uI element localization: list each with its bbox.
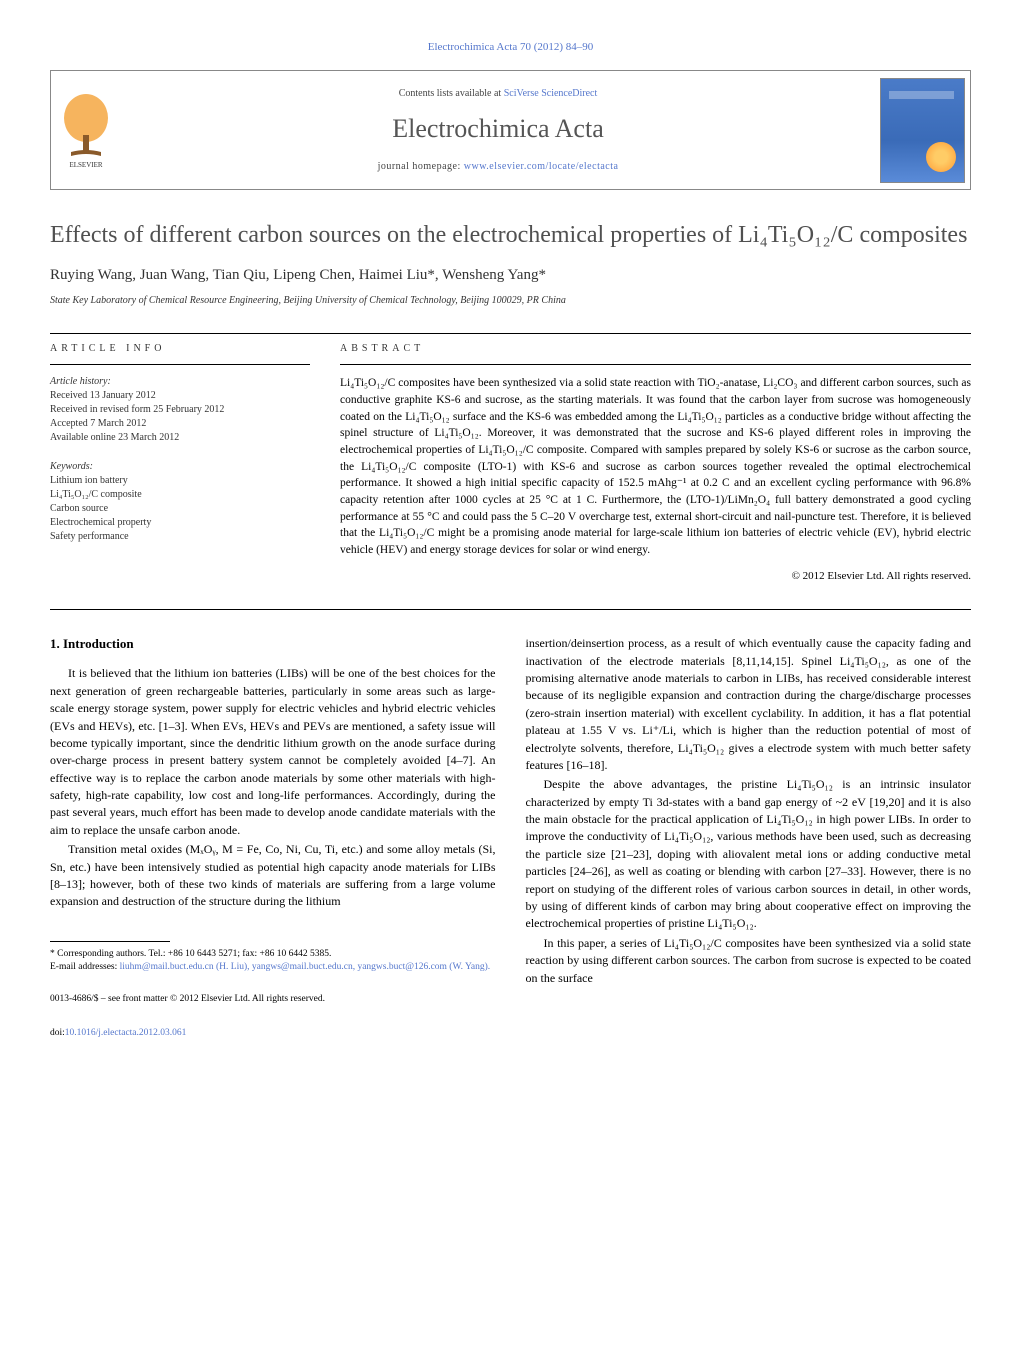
history-item: Available online 23 March 2012 xyxy=(50,431,310,445)
doi-link[interactable]: 10.1016/j.electacta.2012.03.061 xyxy=(65,1028,187,1038)
email-footnote: E-mail addresses: liuhm@mail.buct.edu.cn… xyxy=(50,961,496,974)
body-paragraph: Transition metal oxides (MₓOᵧ, M = Fe, C… xyxy=(50,841,496,911)
body-paragraph: It is believed that the lithium ion batt… xyxy=(50,665,496,839)
keyword: Electrochemical property xyxy=(50,516,310,530)
left-column: 1. Introduction It is believed that the … xyxy=(50,635,496,1040)
article-info-label: article info xyxy=(50,342,310,356)
body-paragraph: In this paper, a series of Li₄Ti₅O₁₂/C c… xyxy=(526,935,972,987)
email-link[interactable]: liuhm@mail.buct.edu.cn (H. Liu), yangws@… xyxy=(120,962,490,972)
body-paragraph: insertion/deinsertion process, as a resu… xyxy=(526,635,972,774)
journal-cover-thumbnail xyxy=(875,71,970,189)
divider xyxy=(50,609,971,610)
contents-available-line: Contents lists available at SciVerse Sci… xyxy=(399,87,598,101)
contents-prefix: Contents lists available at xyxy=(399,88,504,99)
elsevier-tree-icon: ELSEVIER xyxy=(56,90,116,170)
author-list: Ruying Wang, Juan Wang, Tian Qiu, Lipeng… xyxy=(50,265,971,286)
homepage-link[interactable]: www.elsevier.com/locate/electacta xyxy=(464,161,619,172)
keywords-label: Keywords: xyxy=(50,460,310,474)
divider xyxy=(50,333,971,334)
abstract-column: abstract Li₄Ti₅O₁₂/C composites have bee… xyxy=(340,342,971,584)
abstract-text: Li₄Ti₅O₁₂/C composites have been synthes… xyxy=(340,375,971,558)
footnote-separator xyxy=(50,941,170,942)
corresponding-author-footnote: * Corresponding authors. Tel.: +86 10 64… xyxy=(50,948,496,961)
copyright-line: © 2012 Elsevier Ltd. All rights reserved… xyxy=(340,569,971,584)
journal-name: Electrochimica Acta xyxy=(392,111,604,147)
issn-line: 0013-4686/$ – see front matter © 2012 El… xyxy=(50,993,496,1006)
homepage-line: journal homepage: www.elsevier.com/locat… xyxy=(378,160,619,174)
journal-reference: Electrochimica Acta 70 (2012) 84–90 xyxy=(50,40,971,55)
journal-header-box: ELSEVIER Contents lists available at Sci… xyxy=(50,70,971,190)
cover-image xyxy=(880,78,965,183)
article-title: Effects of different carbon sources on t… xyxy=(50,220,971,250)
homepage-prefix: journal homepage: xyxy=(378,161,464,172)
body-paragraph: Despite the above advantages, the pristi… xyxy=(526,776,972,933)
divider xyxy=(50,364,310,365)
doi-line: doi:10.1016/j.electacta.2012.03.061 xyxy=(50,1027,496,1040)
history-item: Accepted 7 March 2012 xyxy=(50,417,310,431)
history-item: Received in revised form 25 February 201… xyxy=(50,403,310,417)
introduction-heading: 1. Introduction xyxy=(50,635,496,653)
doi-label: doi: xyxy=(50,1028,65,1038)
keyword: Safety performance xyxy=(50,530,310,544)
svg-text:ELSEVIER: ELSEVIER xyxy=(69,161,102,169)
history-label: Article history: xyxy=(50,375,310,389)
affiliation: State Key Laboratory of Chemical Resourc… xyxy=(50,294,971,308)
divider xyxy=(340,364,971,365)
keyword: Li₄Ti₅O₁₂/C composite xyxy=(50,488,310,502)
header-center: Contents lists available at SciVerse Sci… xyxy=(121,71,875,189)
keyword: Carbon source xyxy=(50,502,310,516)
keyword: Lithium ion battery xyxy=(50,474,310,488)
body-columns: 1. Introduction It is believed that the … xyxy=(50,635,971,1040)
email-label: E-mail addresses: xyxy=(50,962,120,972)
sciencedirect-link[interactable]: SciVerse ScienceDirect xyxy=(504,88,598,99)
metadata-row: article info Article history: Received 1… xyxy=(50,342,971,584)
article-info-column: article info Article history: Received 1… xyxy=(50,342,310,584)
right-column: insertion/deinsertion process, as a resu… xyxy=(526,635,972,1040)
history-item: Received 13 January 2012 xyxy=(50,389,310,403)
elsevier-logo: ELSEVIER xyxy=(51,71,121,189)
abstract-label: abstract xyxy=(340,342,971,356)
